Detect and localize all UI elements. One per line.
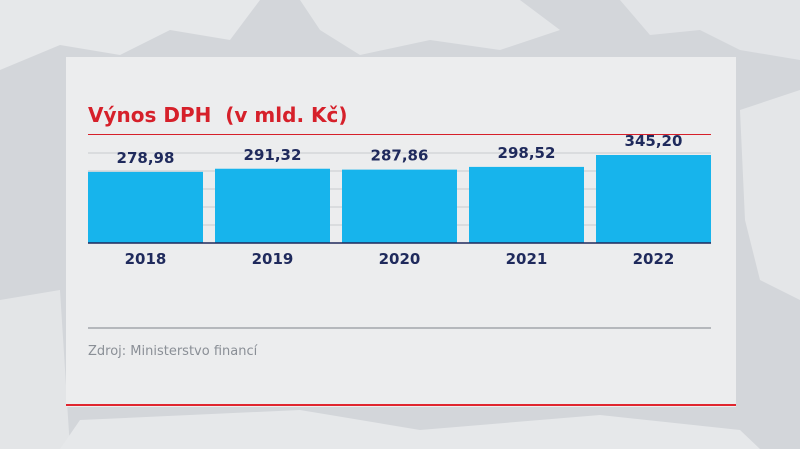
chart-card: Výnos DPH (v mld. Kč) 278,98 2018 291,32 20…: [66, 57, 736, 407]
bar-2018: [88, 171, 203, 243]
value-label: 291,32: [244, 146, 302, 164]
bar-2019: [215, 168, 330, 243]
category-label: 2018: [125, 250, 167, 268]
category-label: 2020: [379, 250, 421, 268]
bar-2022: [596, 155, 711, 243]
category-label: 2021: [506, 250, 548, 268]
value-label: 287,86: [371, 147, 429, 165]
value-label: 345,20: [625, 132, 683, 150]
bar-2020: [342, 169, 457, 243]
bar-2021: [469, 166, 584, 243]
category-label: 2019: [252, 250, 294, 268]
value-label: 298,52: [498, 144, 556, 162]
category-label: 2022: [633, 250, 675, 268]
value-label: 278,98: [117, 149, 175, 167]
title-divider: [88, 134, 711, 135]
bar-chart: 278,98 2018 291,32 2019 287,86 2020 298,52 2021…: [88, 132, 711, 268]
source-note: Zdroj: Ministerstvo financí: [88, 344, 258, 359]
bottom-accent-line: [66, 404, 736, 406]
chart-title: Výnos DPH (v mld. Kč): [88, 103, 348, 127]
source-divider: [88, 327, 711, 329]
